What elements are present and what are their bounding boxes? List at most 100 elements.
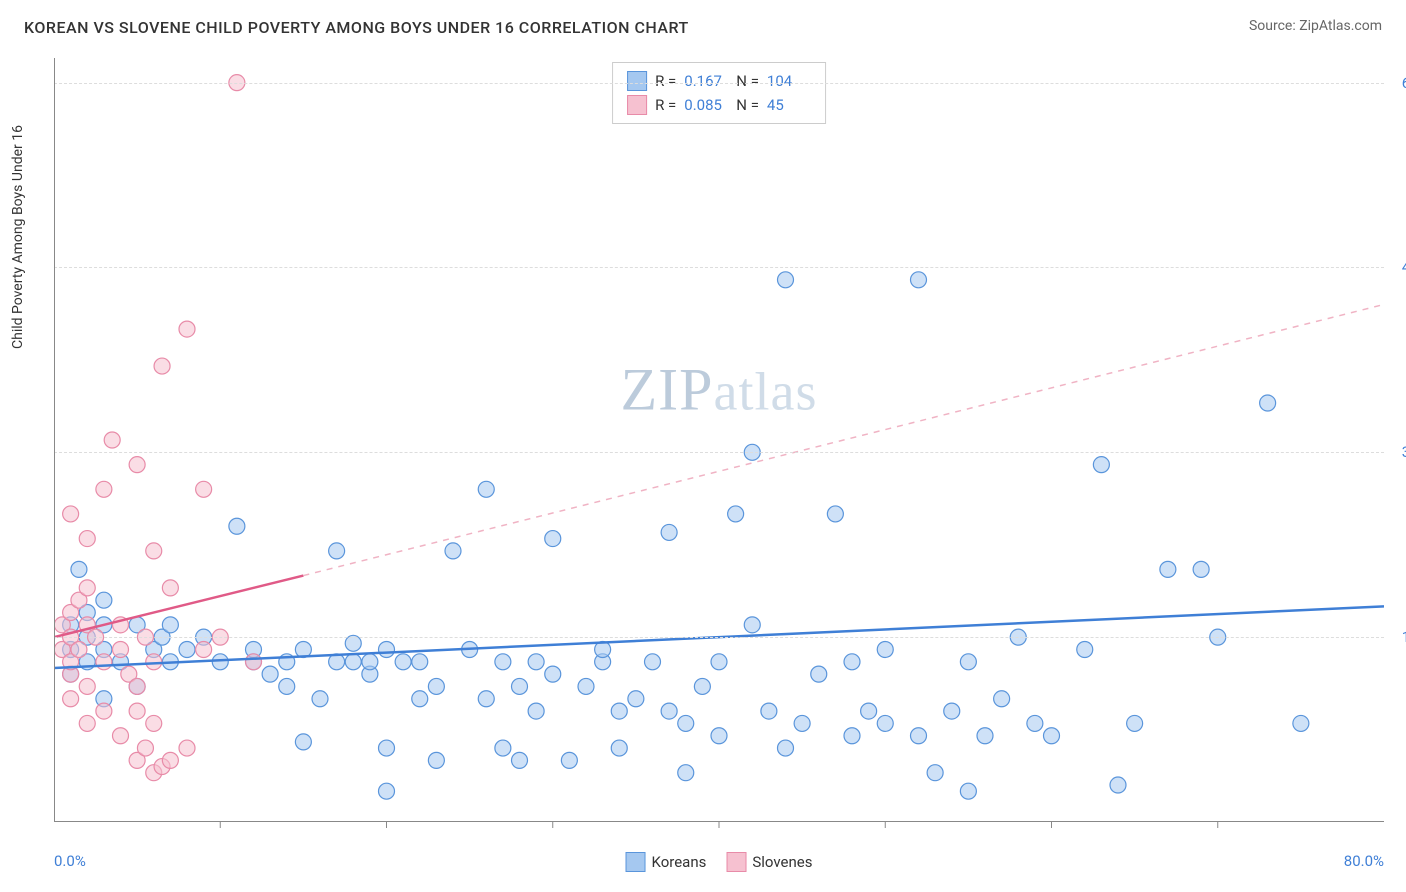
scatter-point bbox=[196, 481, 212, 497]
scatter-point bbox=[545, 666, 561, 682]
scatter-point bbox=[678, 765, 694, 781]
scatter-point bbox=[79, 531, 95, 547]
scatter-point bbox=[495, 740, 511, 756]
scatter-point bbox=[279, 678, 295, 694]
scatter-point bbox=[179, 321, 195, 337]
scatter-point bbox=[96, 592, 112, 608]
x-axis-line bbox=[54, 821, 1384, 822]
scatter-point bbox=[129, 457, 145, 473]
scatter-point bbox=[196, 641, 212, 657]
legend-item: Slovenes bbox=[726, 852, 812, 872]
scatter-point bbox=[761, 703, 777, 719]
scatter-point bbox=[113, 728, 129, 744]
scatter-point bbox=[611, 703, 627, 719]
scatter-point bbox=[827, 506, 843, 522]
scatter-point bbox=[711, 654, 727, 670]
scatter-point bbox=[495, 654, 511, 670]
scatter-point bbox=[778, 272, 794, 288]
y-tick-label: 30.0% bbox=[1402, 443, 1406, 461]
gridline bbox=[54, 452, 1384, 453]
scatter-point bbox=[661, 703, 677, 719]
scatter-point bbox=[428, 752, 444, 768]
scatter-point bbox=[1044, 728, 1060, 744]
y-tick-label: 45.0% bbox=[1402, 258, 1406, 276]
trendline-dash bbox=[303, 304, 1384, 575]
scatter-point bbox=[678, 715, 694, 731]
scatter-point bbox=[379, 783, 395, 799]
scatter-point bbox=[911, 728, 927, 744]
scatter-point bbox=[229, 518, 245, 534]
scatter-point bbox=[578, 678, 594, 694]
n-value: 45 bbox=[767, 93, 811, 117]
scatter-point bbox=[129, 703, 145, 719]
scatter-point bbox=[844, 728, 860, 744]
scatter-point bbox=[79, 715, 95, 731]
scatter-point bbox=[113, 641, 129, 657]
scatter-point bbox=[379, 641, 395, 657]
x-axis-max-label: 80.0% bbox=[1344, 852, 1384, 870]
scatter-point bbox=[412, 654, 428, 670]
legend-label: Koreans bbox=[652, 853, 707, 871]
gridline bbox=[54, 267, 1384, 268]
scatter-point bbox=[212, 654, 228, 670]
scatter-point bbox=[944, 703, 960, 719]
legend-swatch bbox=[626, 852, 646, 872]
legend-label: Slovenes bbox=[752, 853, 812, 871]
scatter-point bbox=[1260, 395, 1276, 411]
scatter-point bbox=[329, 543, 345, 559]
stats-row: R =0.085N =45 bbox=[627, 93, 811, 117]
scatter-point bbox=[79, 678, 95, 694]
scatter-point bbox=[861, 703, 877, 719]
chart-title: KOREAN VS SLOVENE CHILD POVERTY AMONG BO… bbox=[24, 18, 689, 37]
scatter-point bbox=[478, 481, 494, 497]
scatter-point bbox=[129, 678, 145, 694]
scatter-point bbox=[794, 715, 810, 731]
scatter-point bbox=[162, 752, 178, 768]
scatter-point bbox=[246, 654, 262, 670]
r-value: 0.085 bbox=[684, 93, 728, 117]
legend: Koreans Slovenes bbox=[626, 852, 813, 872]
scatter-point bbox=[312, 691, 328, 707]
scatter-point bbox=[345, 654, 361, 670]
r-label: R = bbox=[655, 93, 676, 117]
x-axis-min-label: 0.0% bbox=[54, 852, 86, 870]
scatter-point bbox=[162, 617, 178, 633]
scatter-point bbox=[71, 641, 87, 657]
scatter-point bbox=[728, 506, 744, 522]
scatter-point bbox=[478, 691, 494, 707]
scatter-point bbox=[1160, 561, 1176, 577]
scatter-point bbox=[1110, 777, 1126, 793]
scatter-point bbox=[778, 740, 794, 756]
scatter-point bbox=[1127, 715, 1143, 731]
scatter-point bbox=[395, 654, 411, 670]
series-swatch bbox=[627, 71, 647, 91]
scatter-point bbox=[1093, 457, 1109, 473]
y-axis-label: Child Poverty Among Boys Under 16 bbox=[10, 125, 26, 349]
scatter-point bbox=[628, 691, 644, 707]
scatter-point bbox=[811, 666, 827, 682]
legend-swatch bbox=[726, 852, 746, 872]
scatter-point bbox=[96, 481, 112, 497]
scatter-point bbox=[162, 580, 178, 596]
r-value: 0.167 bbox=[684, 69, 728, 93]
scatter-point bbox=[561, 752, 577, 768]
scatter-point bbox=[104, 432, 120, 448]
scatter-point bbox=[545, 531, 561, 547]
scatter-point bbox=[877, 715, 893, 731]
gridline bbox=[54, 83, 1384, 84]
scatter-point bbox=[960, 783, 976, 799]
scatter-point bbox=[179, 740, 195, 756]
scatter-point bbox=[661, 524, 677, 540]
scatter-point bbox=[1077, 641, 1093, 657]
series-swatch bbox=[627, 95, 647, 115]
scatter-point bbox=[611, 740, 627, 756]
scatter-point bbox=[146, 654, 162, 670]
scatter-point bbox=[71, 561, 87, 577]
scatter-point bbox=[96, 654, 112, 670]
scatter-point bbox=[1027, 715, 1043, 731]
scatter-point bbox=[911, 272, 927, 288]
scatter-point bbox=[1193, 561, 1209, 577]
scatter-point bbox=[63, 506, 79, 522]
scatter-point bbox=[844, 654, 860, 670]
scatter-point bbox=[1293, 715, 1309, 731]
